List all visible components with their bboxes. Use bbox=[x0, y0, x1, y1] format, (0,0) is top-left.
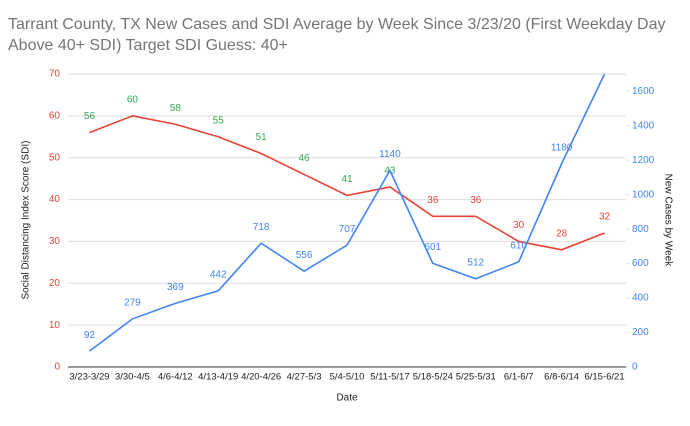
data-label: 60 bbox=[127, 94, 139, 105]
y-tick-label: 70 bbox=[49, 69, 61, 80]
data-label: 1180 bbox=[551, 142, 573, 153]
data-label: 369 bbox=[167, 282, 184, 293]
data-label: 55 bbox=[213, 115, 225, 126]
y-tick-label: 0 bbox=[54, 362, 60, 373]
x-tick-label: 3/23-3/29 bbox=[69, 372, 109, 383]
data-label: 56 bbox=[84, 111, 96, 122]
x-tick-label: 5/11-5/17 bbox=[370, 372, 409, 383]
y2-tick-label: 400 bbox=[632, 293, 649, 304]
data-label: 610 bbox=[510, 241, 527, 252]
data-label: 718 bbox=[253, 222, 270, 233]
x-tick-label: 4/20-4/26 bbox=[241, 372, 281, 383]
y-tick-label: 60 bbox=[49, 110, 61, 121]
data-label: 28 bbox=[556, 228, 568, 239]
data-label: 707 bbox=[339, 224, 356, 235]
y2-tick-label: 200 bbox=[632, 327, 649, 338]
x-tick-label: 6/15-6/21 bbox=[584, 372, 624, 383]
data-label: 556 bbox=[296, 250, 313, 261]
data-label: 1140 bbox=[379, 149, 401, 160]
data-label: 36 bbox=[427, 195, 439, 206]
series-line bbox=[89, 115, 605, 251]
data-label: 51 bbox=[256, 132, 268, 143]
x-tick-label: 4/27-5/3 bbox=[287, 372, 322, 383]
title-box: Tarrant County, TX New Cases and SDI Ave… bbox=[8, 16, 666, 54]
y-tick-label: 40 bbox=[49, 194, 61, 205]
y2-tick-label: 600 bbox=[632, 258, 649, 269]
y-tick-label: 30 bbox=[49, 236, 61, 247]
data-label: 36 bbox=[470, 195, 482, 206]
x-tick-label: 5/25-5/31 bbox=[456, 372, 496, 383]
data-label: 92 bbox=[84, 330, 96, 341]
data-label: 30 bbox=[513, 220, 525, 231]
data-label: 442 bbox=[210, 269, 227, 280]
x-tick-label: 5/4-5/10 bbox=[330, 372, 365, 383]
y2-tick-label: 0 bbox=[632, 362, 638, 373]
y-tick-label: 20 bbox=[49, 278, 61, 289]
y2-tick-label: 1200 bbox=[632, 155, 655, 166]
x-axis-title: Date bbox=[336, 393, 358, 404]
y-tick-label: 50 bbox=[49, 152, 61, 163]
y-tick-label: 10 bbox=[49, 320, 61, 331]
data-label: 46 bbox=[299, 153, 311, 164]
x-tick-label: 6/1-6/7 bbox=[504, 372, 534, 383]
y2-tick-label: 800 bbox=[632, 224, 649, 235]
data-label: 32 bbox=[599, 212, 611, 223]
x-tick-label: 3/30-4/5 bbox=[115, 372, 150, 383]
x-tick-label: 4/6-4/12 bbox=[158, 372, 193, 383]
data-label: 512 bbox=[467, 257, 484, 268]
data-label: 41 bbox=[341, 174, 353, 185]
chart-title: Tarrant County, TX New Cases and SDI Ave… bbox=[8, 16, 666, 54]
data-label: 279 bbox=[124, 298, 141, 309]
y-axis-title: Social Distancing Index Score (SDI) bbox=[21, 141, 32, 300]
data-label: 58 bbox=[170, 103, 182, 114]
x-tick-label: 6/8-6/14 bbox=[544, 372, 579, 383]
y2-tick-label: 1400 bbox=[632, 120, 655, 131]
y2-tick-label: 1000 bbox=[632, 189, 655, 200]
x-tick-label: 5/18-5/24 bbox=[413, 372, 453, 383]
y2-axis-title: New Cases by Week bbox=[662, 174, 673, 268]
y2-tick-label: 1600 bbox=[632, 86, 655, 97]
x-tick-label: 4/13-4/19 bbox=[198, 372, 238, 383]
data-label: 601 bbox=[425, 242, 442, 253]
series-line bbox=[88, 73, 606, 352]
